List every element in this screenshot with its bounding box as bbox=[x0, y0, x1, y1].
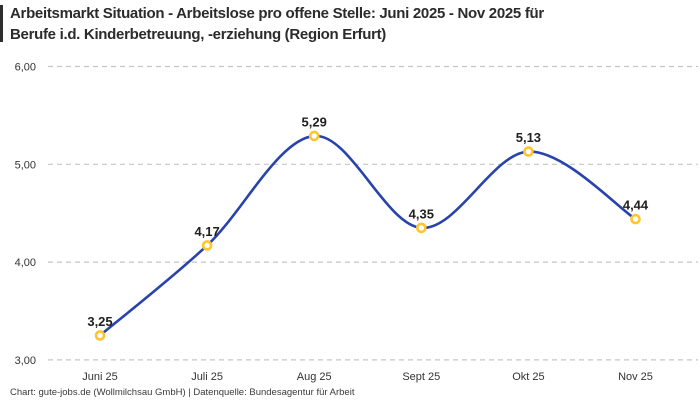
data-point-label: 5,29 bbox=[302, 114, 327, 129]
chart-title: Arbeitsmarkt Situation - Arbeitslose pro… bbox=[10, 3, 682, 45]
y-axis-tick-label: 3,00 bbox=[15, 355, 36, 367]
data-point-label: 3,25 bbox=[87, 314, 112, 329]
y-axis-tick-label: 4,00 bbox=[15, 257, 36, 269]
data-point-label: 4,44 bbox=[623, 198, 649, 213]
y-axis-tick-label: 6,00 bbox=[15, 62, 36, 74]
data-point-marker bbox=[94, 330, 106, 341]
title-accent-bar bbox=[0, 5, 3, 42]
chart-title-line2: Berufe i.d. Kinderbetreuung, -erziehung … bbox=[10, 26, 387, 43]
data-point-label: 4,35 bbox=[409, 206, 434, 221]
data-point-marker bbox=[201, 240, 213, 251]
x-axis-tick-label: Sept 25 bbox=[402, 371, 440, 383]
y-axis-tick-label: 5,00 bbox=[15, 159, 36, 171]
x-axis-tick-label: Juli 25 bbox=[191, 371, 223, 383]
chart-footer: Chart: gute-jobs.de (Wollmilchsau GmbH) … bbox=[10, 387, 355, 398]
x-axis-tick-label: Okt 25 bbox=[512, 371, 544, 383]
trend-line bbox=[98, 134, 637, 337]
data-point-label: 5,13 bbox=[516, 130, 541, 145]
data-point-marker bbox=[523, 146, 534, 157]
x-axis-tick-label: Aug 25 bbox=[297, 371, 332, 383]
x-axis-tick-label: Nov 25 bbox=[618, 371, 653, 383]
data-point-marker bbox=[415, 222, 427, 234]
x-axis-tick-label: Juni 25 bbox=[82, 371, 117, 383]
data-point-marker bbox=[630, 213, 641, 225]
chart-title-line1: Arbeitsmarkt Situation - Arbeitslose pro… bbox=[10, 5, 544, 22]
data-point-marker bbox=[308, 130, 320, 142]
data-point-label: 4,17 bbox=[194, 224, 219, 239]
